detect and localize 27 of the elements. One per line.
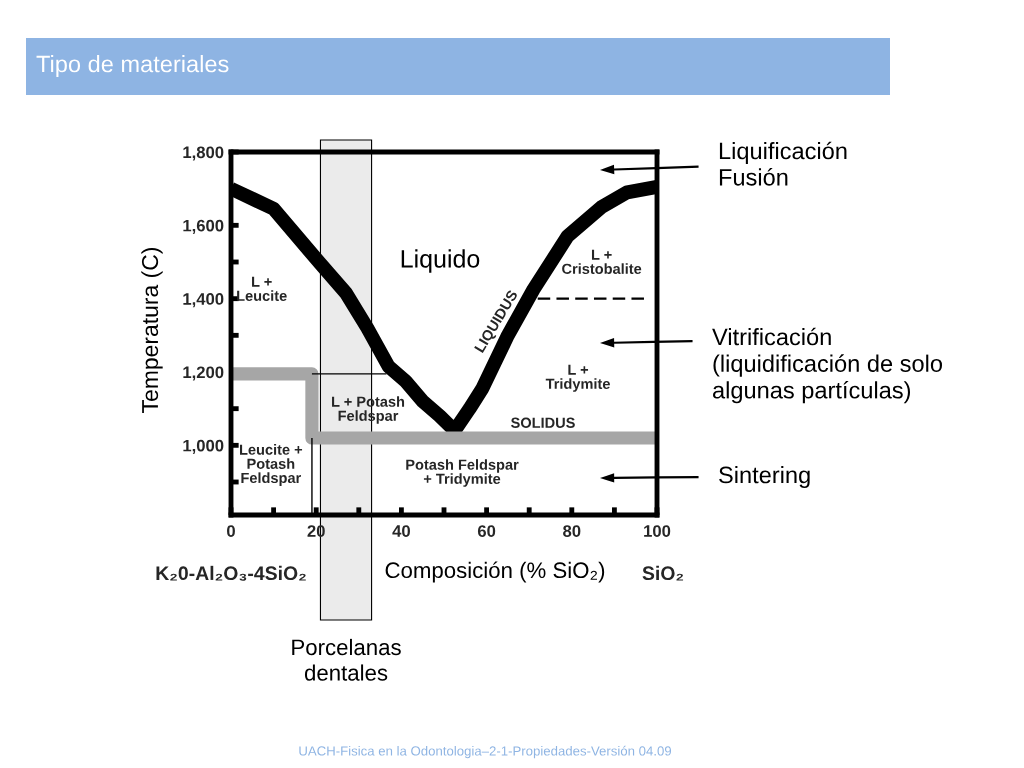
y-tick-label: 1,400 (183, 293, 224, 308)
y-tick-label: 1,000 (183, 439, 224, 454)
text: Sintering (719, 465, 810, 488)
x-tick-label: 40 (392, 525, 410, 537)
text: K₂0-Al₂O₃-4SiO₂ (156, 565, 306, 581)
text: SiO₂ (642, 565, 684, 581)
annotation: Potash Feldspar + Tridymite (406, 459, 519, 487)
annotation: SOLIDUS (511, 417, 575, 428)
annotation: L + Cristobalite (562, 249, 642, 274)
y-tick-label: 1,600 (183, 219, 224, 234)
text: Vitrificación (liquidificación de solo algunas partículas) (712, 327, 942, 404)
x-tick-label: 60 (477, 525, 496, 537)
y-tick-label: 1,800 (183, 146, 224, 161)
chart-title: Tipo de materiales (36, 55, 229, 77)
text: Liquificación Fusión (719, 141, 847, 186)
annotation: L + Leucite (237, 276, 287, 301)
y-tick-label: 1,200 (183, 366, 224, 381)
annotation: Leucite + Potash Feldspar (240, 444, 303, 486)
text: UACH-Fisica en la Odontologia–2-1-Propiedades-Versión 04.09 (299, 745, 672, 759)
y-axis-title: Temperatura (C) (141, 248, 163, 413)
annotation: L + Tridymite (545, 364, 610, 392)
x-tick-label: 80 (563, 525, 581, 537)
band-label: Porcelanas dentales (292, 638, 401, 681)
x-tick-label: 0 (227, 525, 235, 537)
x-axis-title: Composición (% SiO₂) (385, 561, 605, 583)
x-tick-label: 100 (644, 525, 671, 537)
annotation: Liquido (401, 249, 480, 273)
